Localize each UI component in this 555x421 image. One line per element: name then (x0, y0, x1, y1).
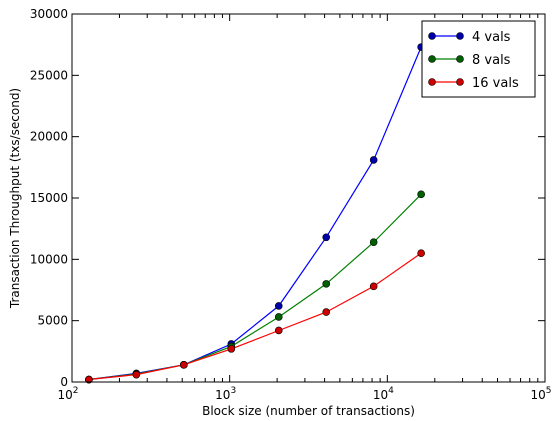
y-axis-label: Transaction Throughput (txs/second) (8, 88, 22, 309)
y-axis: 0 5000 10000 15000 20000 25000 30000 (30, 7, 545, 389)
series-16-vals (85, 249, 425, 384)
data-point (274, 302, 283, 310)
legend-label: 8 vals (472, 53, 511, 68)
y-tick-label: 20000 (30, 130, 68, 144)
y-tick-label: 15000 (30, 191, 68, 205)
legend-label: 4 vals (472, 30, 511, 45)
x-axis-label: Block size (number of transactions) (202, 404, 415, 418)
data-point (369, 238, 378, 246)
legend-marker (428, 55, 436, 63)
x-tick-label: 104 (373, 386, 394, 402)
x-tick-base: 10 (215, 388, 230, 402)
data-point (417, 190, 425, 199)
data-point (322, 308, 331, 316)
data-point (132, 370, 141, 379)
y-tick-label: 25000 (30, 68, 68, 82)
legend-marker (428, 78, 436, 86)
series-line (88, 252, 422, 381)
x-tick-exponent: 5 (546, 386, 552, 396)
x-tick-label: 102 (57, 386, 78, 402)
x-tick-base: 10 (57, 388, 72, 402)
legend-item: 16 vals (428, 76, 519, 91)
legend: 4 vals 8 vals 16 vals (421, 20, 536, 98)
data-point (322, 280, 331, 288)
x-tick-label: 103 (215, 386, 236, 402)
data-point (274, 313, 283, 321)
data-point (369, 156, 378, 164)
y-tick-label: 0 (60, 375, 68, 389)
x-tick-base: 10 (373, 388, 388, 402)
x-tick-base: 10 (530, 388, 545, 402)
data-point (369, 282, 378, 291)
x-tick-label: 105 (530, 386, 551, 402)
data-point (322, 233, 331, 242)
x-axis: 102 103 104 105 (57, 14, 552, 402)
legend-item: 4 vals (428, 30, 511, 45)
x-tick-exponent: 2 (73, 386, 79, 396)
data-point (227, 345, 236, 353)
data-point (274, 326, 283, 335)
legend-marker (456, 55, 464, 63)
legend-marker (456, 78, 464, 86)
series-line (88, 46, 422, 381)
legend-marker (428, 32, 436, 40)
data-point (85, 375, 93, 384)
x-tick-exponent: 3 (230, 386, 236, 396)
x-tick-exponent: 4 (388, 386, 394, 396)
y-tick-label: 5000 (37, 314, 68, 328)
data-point (417, 249, 425, 257)
data-point (180, 361, 188, 369)
legend-marker (456, 32, 464, 40)
legend-label: 16 vals (472, 76, 519, 91)
y-tick-label: 30000 (30, 7, 68, 21)
series-layer (85, 43, 425, 384)
legend-item: 8 vals (428, 53, 511, 68)
y-tick-label: 10000 (30, 252, 68, 266)
